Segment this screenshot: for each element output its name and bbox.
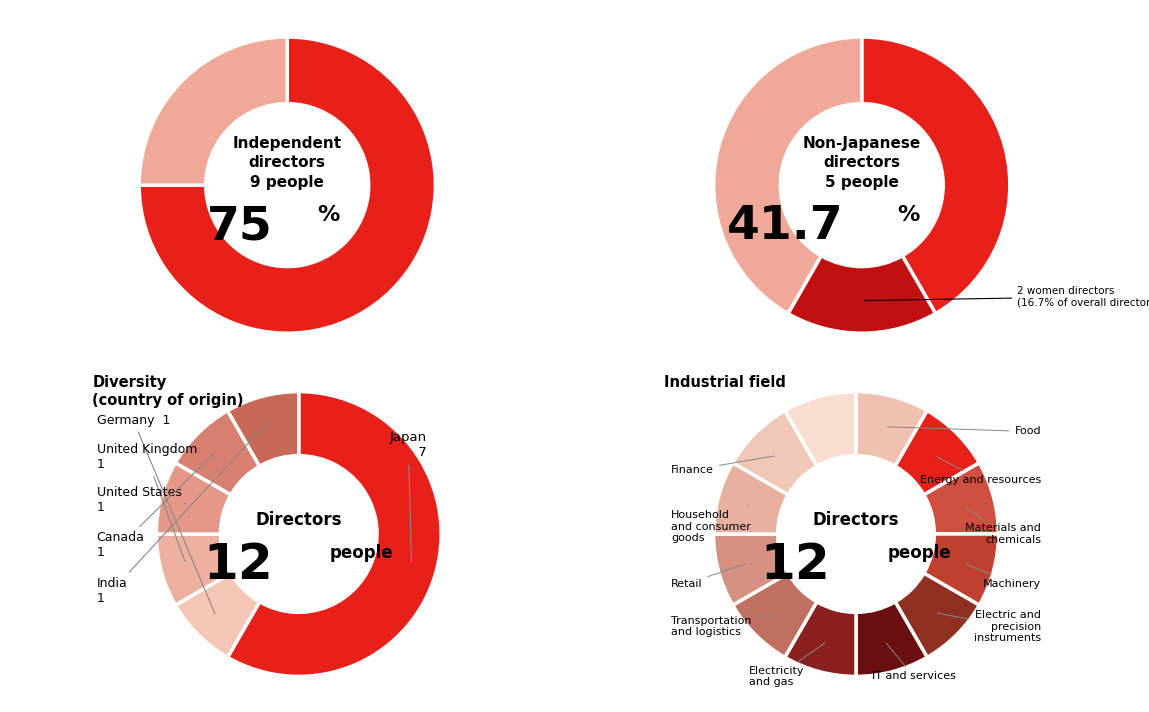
Wedge shape <box>856 602 927 676</box>
Text: people: people <box>330 543 394 562</box>
Text: Finance: Finance <box>671 456 774 475</box>
Text: Energy and resources: Energy and resources <box>920 457 1041 485</box>
Wedge shape <box>714 37 862 313</box>
Text: Food: Food <box>887 426 1041 436</box>
Wedge shape <box>228 392 441 676</box>
Wedge shape <box>733 573 817 657</box>
Text: Machinery: Machinery <box>966 564 1041 589</box>
Text: United Kingdom
1: United Kingdom 1 <box>97 443 196 562</box>
Text: Transportation
and logistics: Transportation and logistics <box>671 613 774 637</box>
Wedge shape <box>856 392 927 466</box>
Text: 41.7: 41.7 <box>727 204 845 249</box>
Wedge shape <box>895 573 979 657</box>
Text: Electricity
and gas: Electricity and gas <box>749 643 825 687</box>
Wedge shape <box>788 256 935 333</box>
Text: Diversity
(country of origin): Diversity (country of origin) <box>92 375 244 408</box>
Wedge shape <box>862 37 1010 313</box>
Text: %: % <box>317 205 339 225</box>
Wedge shape <box>785 392 856 466</box>
Text: Household
and consumer
goods: Household and consumer goods <box>671 506 750 543</box>
Wedge shape <box>895 411 979 495</box>
Text: Materials and
chemicals: Materials and chemicals <box>965 507 1041 545</box>
Text: Japan
     7: Japan 7 <box>390 431 427 562</box>
Text: Industrial field: Industrial field <box>664 375 786 389</box>
Wedge shape <box>139 37 287 185</box>
Wedge shape <box>176 573 260 657</box>
Text: IT and services: IT and services <box>872 644 956 681</box>
Text: 12: 12 <box>203 541 273 590</box>
Text: Non-Japanese
directors
5 people: Non-Japanese directors 5 people <box>803 135 920 190</box>
Text: Directors: Directors <box>255 511 342 529</box>
Text: %: % <box>897 205 919 225</box>
Wedge shape <box>176 411 260 495</box>
Text: United States
1: United States 1 <box>97 486 186 514</box>
Text: Independent
directors
9 people: Independent directors 9 people <box>233 135 341 190</box>
Wedge shape <box>714 463 788 534</box>
Text: 2 women directors
(16.7% of overall director total): 2 women directors (16.7% of overall dire… <box>864 286 1149 308</box>
Text: Canada
1: Canada 1 <box>97 454 214 560</box>
Wedge shape <box>924 463 998 534</box>
Wedge shape <box>924 534 998 605</box>
Wedge shape <box>733 411 817 495</box>
Text: Electric and
precision
instruments: Electric and precision instruments <box>938 610 1041 643</box>
Text: people: people <box>887 543 951 562</box>
Wedge shape <box>156 463 231 534</box>
Text: 75: 75 <box>207 204 272 249</box>
Wedge shape <box>156 534 231 605</box>
Wedge shape <box>714 534 788 605</box>
Text: Retail: Retail <box>671 564 746 589</box>
Text: Germany  1: Germany 1 <box>97 414 215 614</box>
Text: 12: 12 <box>761 541 831 590</box>
Text: India
1: India 1 <box>97 423 267 605</box>
Wedge shape <box>139 37 435 333</box>
Text: Directors: Directors <box>812 511 900 529</box>
Wedge shape <box>785 602 856 676</box>
Wedge shape <box>228 392 299 466</box>
